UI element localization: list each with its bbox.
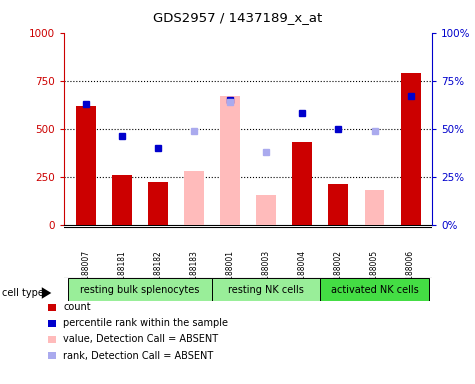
Text: GSM188004: GSM188004: [298, 250, 307, 296]
Bar: [329, 184, 348, 225]
Bar: [220, 96, 240, 225]
Bar: [184, 171, 204, 225]
Text: percentile rank within the sample: percentile rank within the sample: [63, 318, 228, 328]
Text: GSM188181: GSM188181: [117, 250, 126, 296]
Text: GSM188182: GSM188182: [153, 250, 162, 296]
Bar: [365, 190, 384, 225]
Bar: [256, 195, 276, 225]
Text: GSM188005: GSM188005: [370, 250, 379, 296]
Text: activated NK cells: activated NK cells: [331, 285, 418, 295]
Text: rank, Detection Call = ABSENT: rank, Detection Call = ABSENT: [63, 351, 213, 361]
Bar: [212, 278, 320, 301]
Bar: [320, 278, 428, 301]
Text: cell type: cell type: [2, 288, 44, 298]
Text: resting bulk splenocytes: resting bulk splenocytes: [80, 285, 200, 295]
Text: GSM188002: GSM188002: [334, 250, 343, 296]
Text: GSM188006: GSM188006: [406, 250, 415, 296]
Bar: [112, 175, 132, 225]
Text: GSM188001: GSM188001: [226, 250, 235, 296]
Text: GDS2957 / 1437189_x_at: GDS2957 / 1437189_x_at: [153, 12, 322, 25]
Text: resting NK cells: resting NK cells: [228, 285, 304, 295]
Text: GSM188007: GSM188007: [81, 250, 90, 296]
Bar: [148, 182, 168, 225]
Bar: [401, 73, 420, 225]
Bar: [76, 106, 95, 225]
Text: count: count: [63, 302, 91, 312]
Text: value, Detection Call = ABSENT: value, Detection Call = ABSENT: [63, 334, 219, 344]
Text: GSM188003: GSM188003: [262, 250, 271, 296]
Bar: [293, 142, 312, 225]
Text: GSM188183: GSM188183: [190, 250, 199, 296]
Bar: [68, 278, 212, 301]
